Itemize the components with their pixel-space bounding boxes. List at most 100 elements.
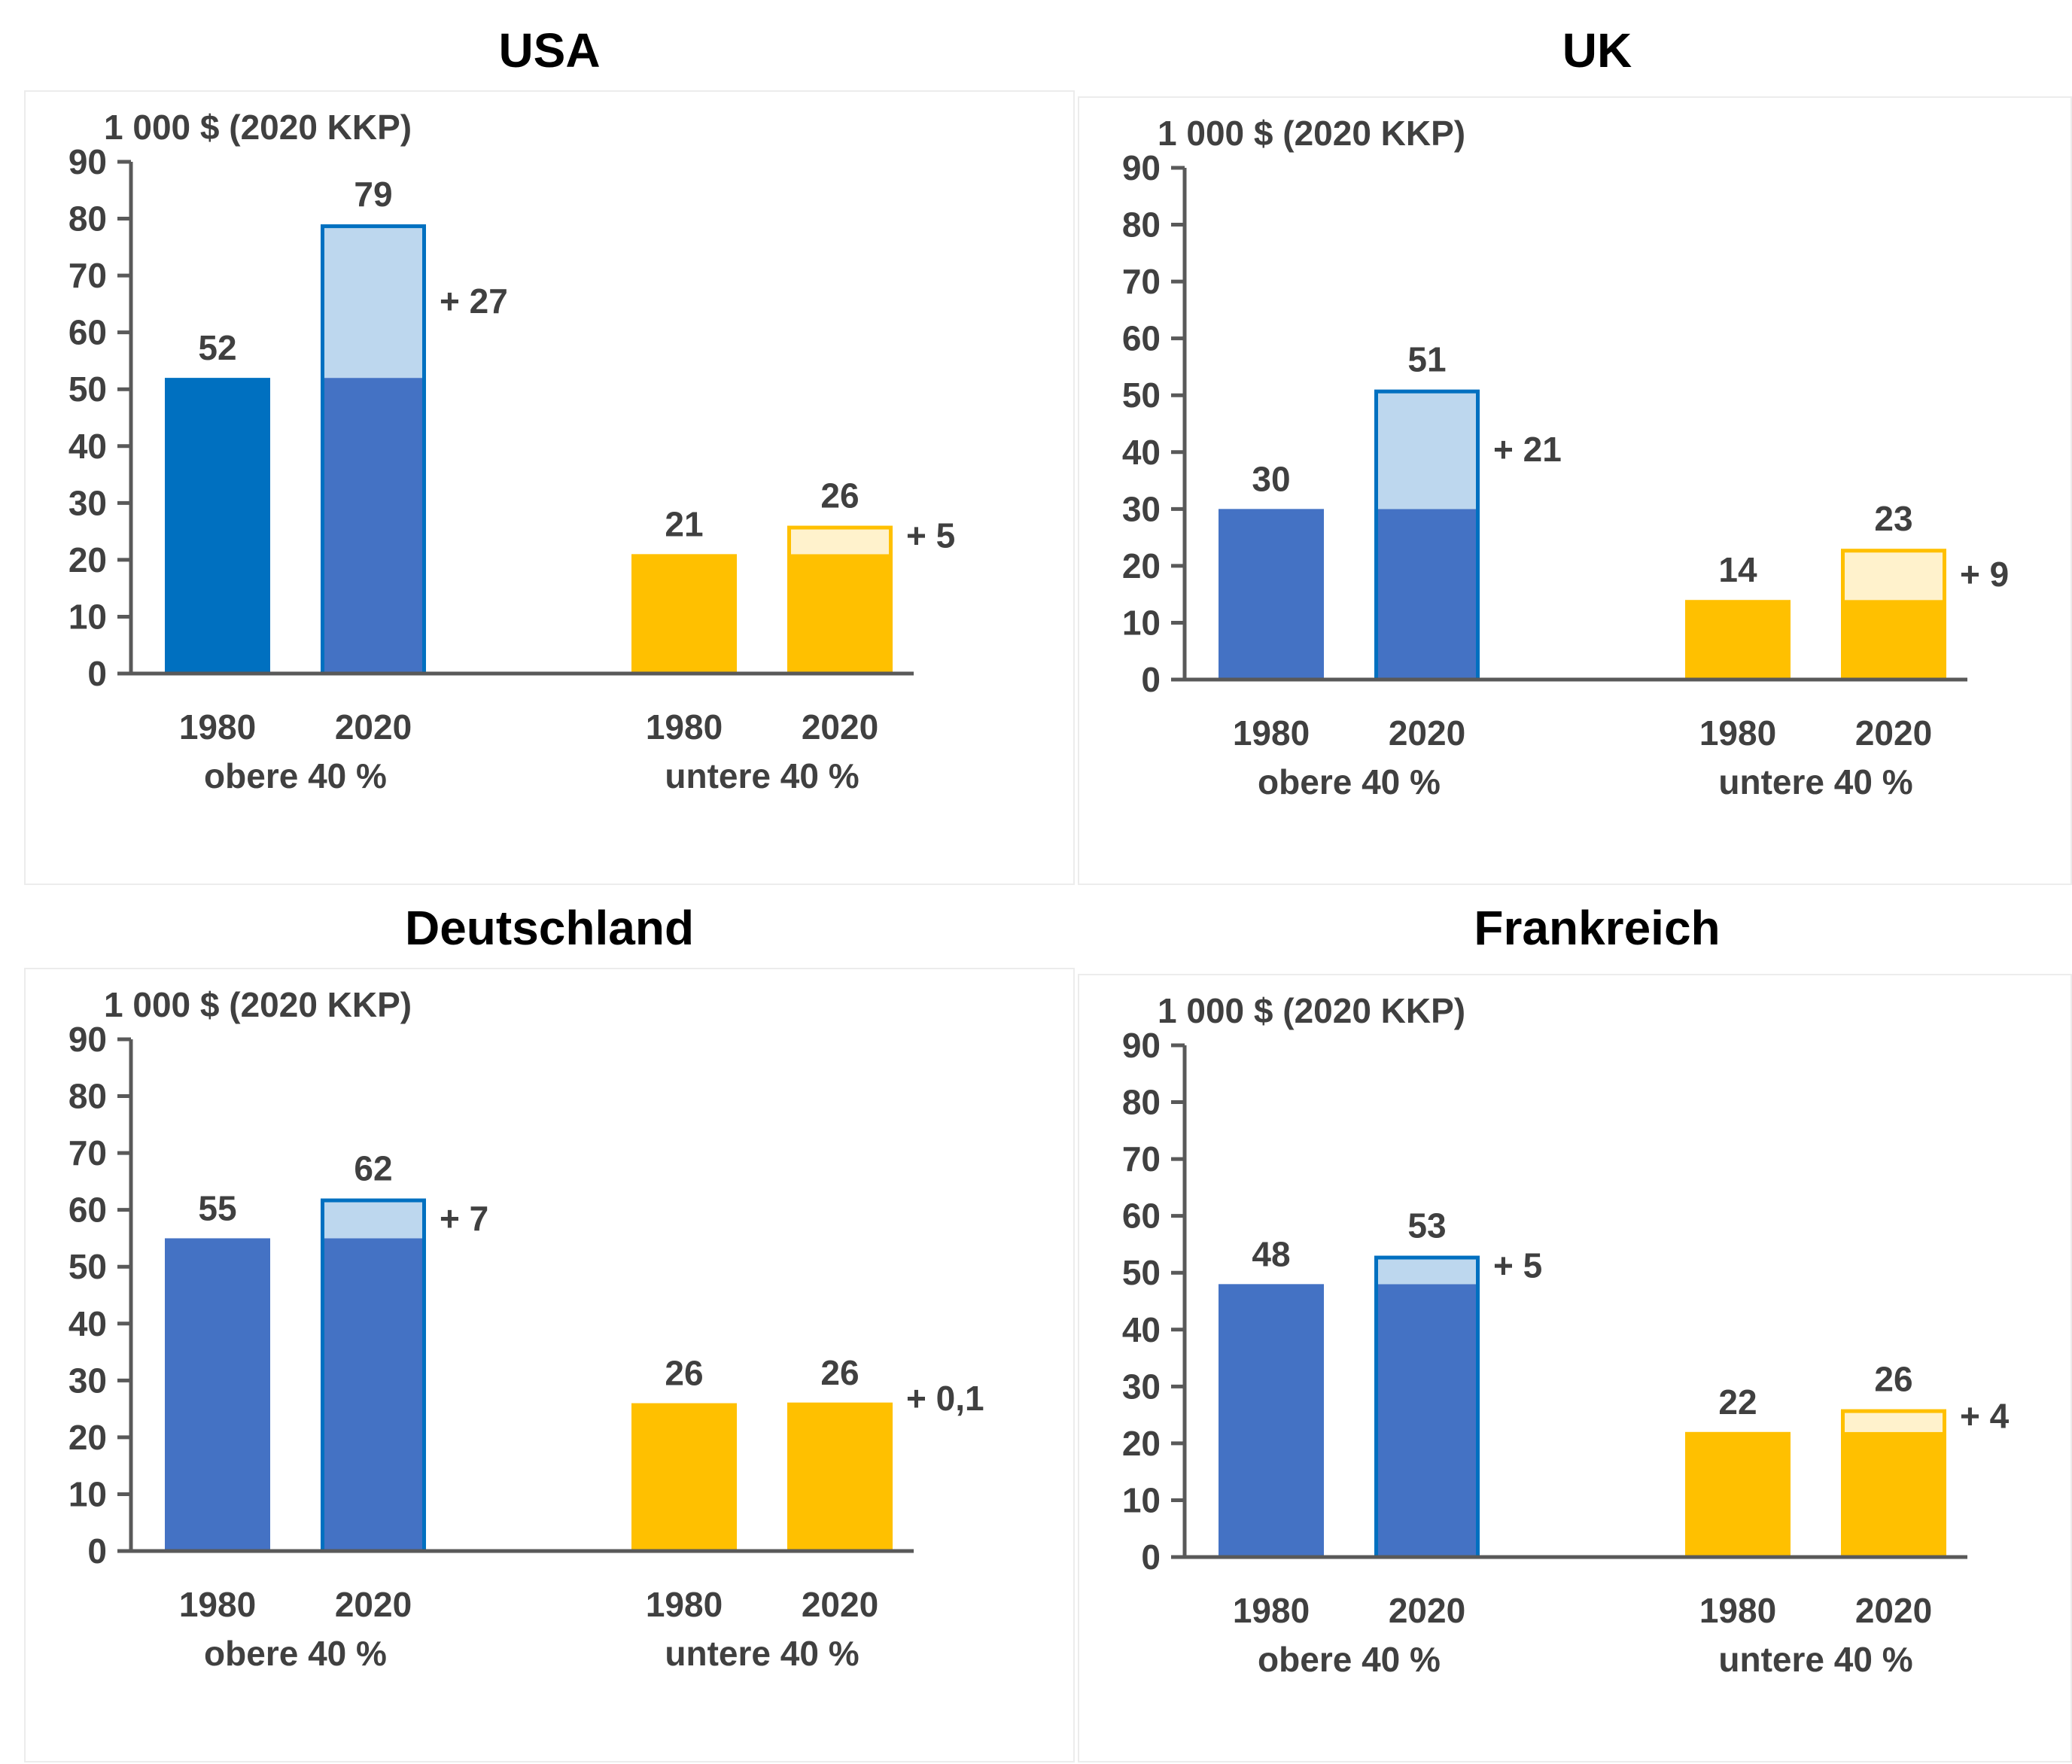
y-tick-label: 60 [1122, 1197, 1161, 1236]
usa-chart-svg: 1 000 $ (2020 KKP) 0 10 20 30 40 50 60 70 80 90 52 1… [68, 108, 955, 795]
bar-delta-label: + 4 [1960, 1397, 2010, 1436]
y-tick-label: 50 [1122, 376, 1161, 415]
y-tick-label: 90 [68, 142, 107, 181]
bar [1219, 1284, 1324, 1557]
y-tick-label: 40 [68, 1304, 107, 1343]
y-tick-label: 50 [1122, 1253, 1161, 1292]
x-tick-label-year: 2020 [1389, 1591, 1465, 1630]
y-tick-label: 30 [1122, 1367, 1161, 1406]
bar-base [321, 1238, 426, 1551]
bar-increment [1841, 549, 1946, 601]
x-group-label: obere 40 % [1258, 1640, 1441, 1679]
x-group-label: untere 40 % [665, 756, 859, 795]
x-tick-label-year: 1980 [179, 707, 256, 747]
y-tick-label: 0 [87, 654, 107, 693]
y-tick-label: 80 [68, 199, 107, 239]
bar [165, 378, 270, 674]
bar-value-label: 51 [1407, 340, 1446, 379]
bar-value-label: 30 [1252, 459, 1290, 498]
frankreich-chart: 1 000 $ (2020 KKP) 0 10 20 30 40 50 60 70 80 90 48 1… [1078, 974, 2072, 1762]
y-axis-title: 1 000 $ (2020 KKP) [1158, 991, 1465, 1030]
bar-increment [1374, 389, 1480, 509]
bar [1219, 509, 1324, 680]
bar-delta-label: + 21 [1493, 430, 1562, 469]
y-axis-title: 1 000 $ (2020 KKP) [1158, 114, 1465, 153]
frankreich-chart-title: Frankreich [1474, 901, 1721, 955]
bar-delta-label: + 27 [440, 281, 508, 321]
bar-increment [1841, 1409, 1946, 1432]
y-tick-label: 10 [68, 1474, 107, 1513]
bar-value-label: 55 [198, 1188, 236, 1227]
bar-base [787, 554, 893, 674]
uk-chart-title: UK [1562, 23, 1632, 78]
y-tick-label: 60 [68, 313, 107, 352]
bar [631, 554, 737, 674]
bar-value-label: 79 [354, 175, 392, 214]
bar-value-label: 26 [820, 476, 859, 516]
y-tick-label: 30 [1122, 489, 1161, 528]
bar-base [321, 378, 426, 674]
y-axis-title: 1 000 $ (2020 KKP) [104, 108, 412, 147]
frankreich-chart-svg: 1 000 $ (2020 KKP) 0 10 20 30 40 50 60 70 80 90 48 1… [1122, 991, 2010, 1679]
x-group-label: untere 40 % [1718, 1640, 1912, 1679]
bar-base [1374, 509, 1480, 680]
y-tick-label: 70 [1122, 1139, 1161, 1179]
bar-delta-label: + 5 [1493, 1245, 1542, 1285]
x-tick-label-year: 1980 [1699, 713, 1776, 753]
y-tick-label: 70 [68, 1133, 107, 1172]
y-tick-label: 70 [68, 256, 107, 295]
y-tick-label: 60 [68, 1191, 107, 1230]
x-group-label: obere 40 % [204, 1634, 387, 1673]
y-tick-label: 20 [1122, 1424, 1161, 1463]
bar [165, 1238, 270, 1551]
x-tick-label-year: 1980 [1699, 1591, 1776, 1630]
usa-chart: 1 000 $ (2020 KKP) 0 10 20 30 40 50 60 70 80 90 52 1… [24, 90, 1075, 885]
x-tick-label-year: 1980 [1233, 1591, 1310, 1630]
y-tick-label: 40 [68, 427, 107, 466]
bar-increment [1374, 1255, 1480, 1285]
bar-value-label: 22 [1718, 1382, 1757, 1422]
deutschland-chart: 1 000 $ (2020 KKP) 0 10 20 30 40 50 60 70 80 90 55 1… [24, 968, 1075, 1762]
x-tick-label-year: 2020 [802, 707, 878, 747]
y-tick-label: 90 [1122, 148, 1161, 187]
y-tick-label: 90 [1122, 1026, 1161, 1065]
bar-base [1841, 600, 1946, 680]
y-tick-label: 50 [68, 1247, 107, 1286]
bar-value-label: 53 [1407, 1206, 1446, 1245]
bar-base [1374, 1284, 1480, 1557]
y-tick-label: 60 [1122, 319, 1161, 358]
bar-delta-label: + 9 [1960, 555, 2009, 594]
y-tick-label: 80 [1122, 1083, 1161, 1122]
y-tick-label: 40 [1122, 1310, 1161, 1349]
bar-value-label: 52 [198, 328, 236, 367]
bar-increment [787, 525, 893, 555]
uk-chart: 1 000 $ (2020 KKP) 0 10 20 30 40 50 60 70 80 90 30 1… [1078, 96, 2072, 885]
x-tick-label-year: 2020 [1855, 713, 1932, 753]
usa-chart-title: USA [498, 23, 601, 78]
x-tick-label-year: 1980 [646, 1585, 723, 1624]
y-tick-label: 20 [68, 540, 107, 579]
bar-base [1841, 1431, 1946, 1557]
y-tick-label: 20 [1122, 546, 1161, 585]
x-group-label: obere 40 % [204, 756, 387, 795]
x-group-label: obere 40 % [1258, 762, 1441, 801]
x-tick-label-year: 2020 [802, 1585, 878, 1624]
y-tick-label: 0 [87, 1531, 107, 1571]
y-tick-label: 0 [1141, 1537, 1161, 1577]
x-tick-label-year: 2020 [335, 707, 412, 747]
x-group-label: untere 40 % [665, 1634, 859, 1673]
x-group-label: untere 40 % [1718, 762, 1912, 801]
x-tick-label-year: 2020 [335, 1585, 412, 1624]
bar-value-label: 26 [820, 1353, 859, 1392]
x-tick-label-year: 1980 [179, 1585, 256, 1624]
bar-increment [321, 1198, 426, 1239]
y-tick-label: 50 [68, 370, 107, 409]
x-tick-label-year: 2020 [1855, 1591, 1932, 1630]
y-tick-label: 10 [1122, 1480, 1161, 1519]
bar-value-label: 62 [354, 1149, 392, 1188]
bar-value-label: 23 [1874, 499, 1912, 538]
y-tick-label: 10 [68, 597, 107, 636]
bar-value-label: 26 [1874, 1360, 1912, 1399]
bar [1685, 600, 1791, 680]
bar-value-label: 14 [1718, 550, 1757, 589]
